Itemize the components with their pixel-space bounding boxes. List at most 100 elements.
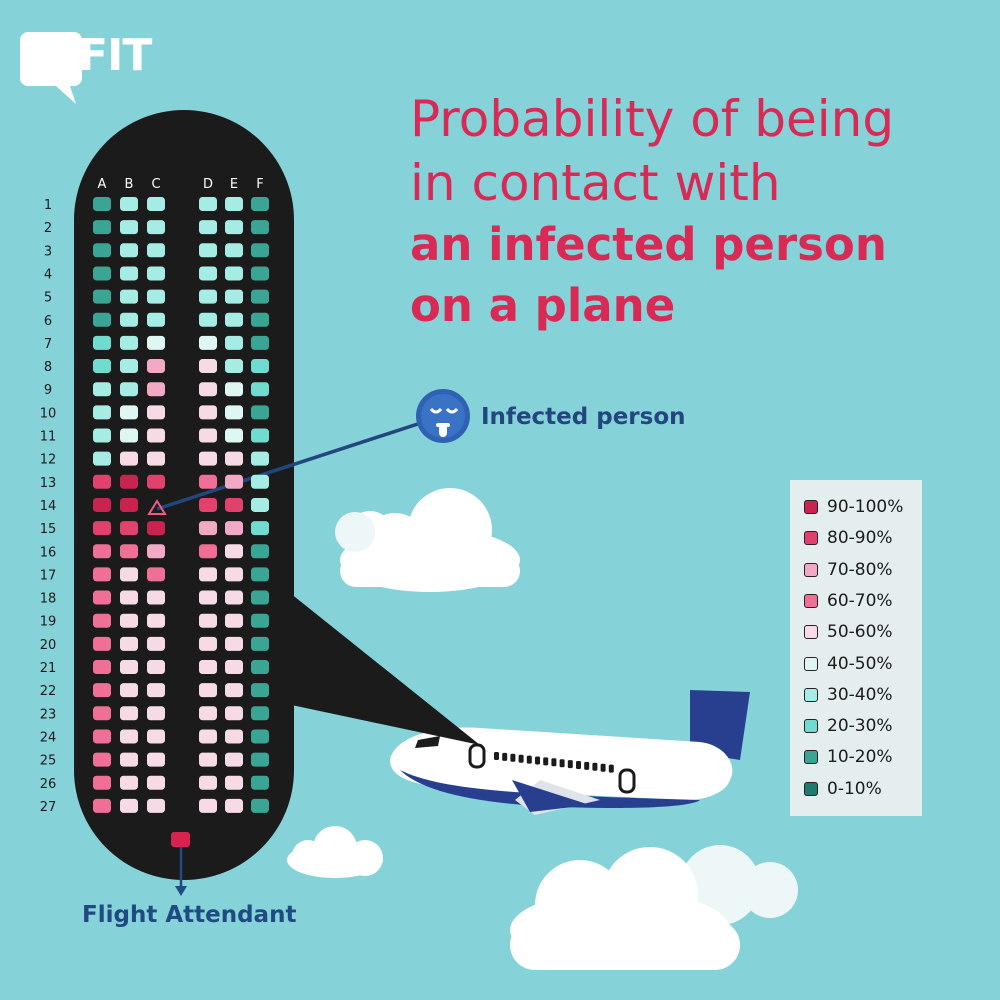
seat-cell — [93, 521, 111, 536]
row-label: 25 — [40, 754, 57, 769]
seat-cell — [199, 220, 217, 235]
seat-cell — [199, 521, 217, 536]
seat-cell — [199, 775, 217, 790]
legend-swatch — [804, 531, 818, 546]
seat-cell — [225, 243, 243, 258]
seat-cell — [120, 359, 138, 374]
seat-cell — [147, 544, 165, 559]
seat-cell — [120, 266, 138, 281]
plane-window — [543, 757, 549, 766]
seat-cell — [120, 752, 138, 767]
seat-cell — [147, 752, 165, 767]
seat-cell — [199, 335, 217, 350]
seat-cell — [251, 567, 269, 582]
seat-cell — [225, 636, 243, 651]
seat-cell — [93, 544, 111, 559]
legend: 90-100% 80-90% 70-80% 60-70% 50-60% 40-50% 30-… — [790, 480, 922, 816]
infected-person-label: Infected person — [481, 404, 686, 430]
legend-item: 80-90% — [804, 527, 893, 549]
legend-item: 50-60% — [804, 621, 893, 643]
seat-cell — [147, 382, 165, 397]
seat-cell — [225, 474, 243, 489]
seat-cell — [120, 706, 138, 721]
row-label: 13 — [40, 476, 57, 491]
row-label: 23 — [40, 707, 57, 722]
row-label: 24 — [40, 730, 57, 745]
seat-cell — [120, 312, 138, 327]
seat-cell — [147, 636, 165, 651]
seat-cell — [147, 428, 165, 443]
column-label: B — [125, 177, 134, 192]
seat-cell — [199, 428, 217, 443]
legend-swatch — [804, 719, 818, 734]
seat-cell — [93, 382, 111, 397]
seat-cell — [147, 266, 165, 281]
seat-cell — [251, 590, 269, 605]
seat-cell — [93, 359, 111, 374]
seat-cell — [93, 197, 111, 211]
seat-cell — [199, 243, 217, 258]
seat-cell — [147, 683, 165, 698]
seat-cell — [93, 243, 111, 258]
seat-cell — [147, 289, 165, 304]
seat-cell — [225, 335, 243, 350]
down-arrow-icon — [175, 847, 187, 896]
seat-cell — [251, 497, 269, 512]
row-label: 21 — [40, 661, 57, 676]
seat-cell — [93, 660, 111, 674]
seat-cell — [225, 683, 243, 698]
legend-label: 30-40% — [827, 684, 893, 705]
legend-item: 20-30% — [804, 715, 893, 737]
seat-cell — [147, 243, 165, 258]
seat-cell — [225, 405, 243, 420]
plane-window — [526, 755, 532, 764]
seat-cell — [199, 798, 217, 813]
seat-cell — [120, 729, 138, 744]
legend-label: 80-90% — [827, 528, 893, 549]
title-line-3: an infected person — [410, 218, 887, 271]
seat-cell — [225, 752, 243, 767]
row-label: 26 — [40, 777, 57, 792]
seat-cell — [93, 613, 111, 628]
plane-window — [518, 754, 524, 763]
seat-cell — [120, 590, 138, 605]
seat-cell — [199, 359, 217, 374]
seat-cell — [120, 289, 138, 304]
row-label: 12 — [40, 453, 57, 468]
seat-cell — [199, 613, 217, 628]
seat-cell — [251, 706, 269, 721]
seat-cell — [93, 266, 111, 281]
legend-item: 40-50% — [804, 653, 893, 675]
plane-window — [502, 752, 508, 761]
seat-cell — [93, 312, 111, 327]
seat-cell — [199, 590, 217, 605]
seat-cell — [93, 289, 111, 304]
seat-cell — [120, 683, 138, 698]
cloud-icon — [510, 845, 798, 970]
seat-cell — [120, 497, 138, 512]
plane-window — [608, 764, 614, 773]
row-label: 5 — [44, 291, 52, 306]
plane-window — [584, 761, 590, 770]
row-label: 16 — [40, 545, 57, 560]
seat-cell — [251, 683, 269, 698]
seat-cell — [251, 312, 269, 327]
seat-cell — [147, 613, 165, 628]
seat-cell — [120, 474, 138, 489]
seat-cell — [147, 474, 165, 489]
seat-cell — [199, 636, 217, 651]
seat-cell — [120, 544, 138, 559]
seat-cell — [120, 382, 138, 397]
legend-swatch — [804, 750, 818, 765]
seat-cell — [120, 428, 138, 443]
row-label: 15 — [40, 522, 57, 537]
column-label: E — [230, 177, 238, 192]
plane-window — [535, 756, 540, 765]
seat-cell — [225, 706, 243, 721]
seat-cell — [147, 521, 165, 536]
legend-swatch — [804, 562, 818, 577]
seat-cell — [225, 359, 243, 374]
legend-label: 10-20% — [827, 747, 893, 768]
legend-swatch — [804, 656, 818, 671]
